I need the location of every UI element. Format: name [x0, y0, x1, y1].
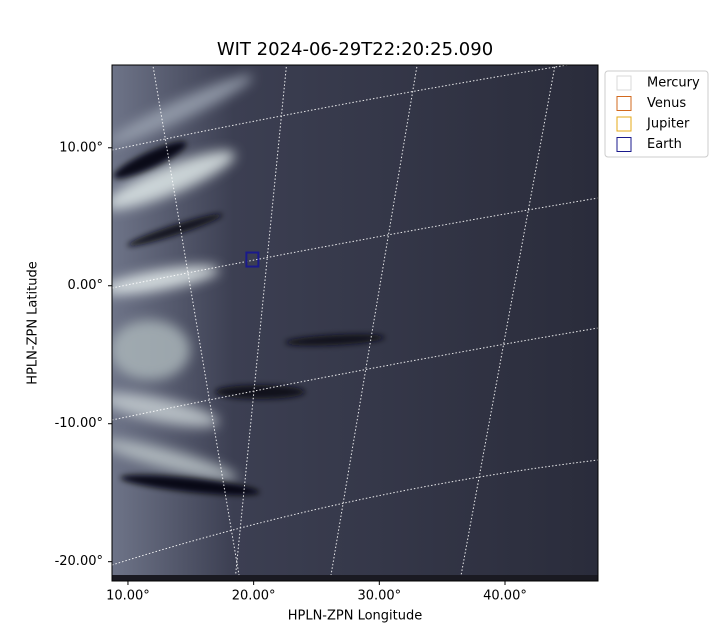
legend-swatch	[616, 137, 632, 152]
y-tick-label: -10.00°	[55, 416, 103, 431]
legend-swatch	[616, 96, 632, 111]
y-axis-label: HPLN-ZPN Latitude	[26, 261, 41, 384]
y-tick-label: -20.00°	[55, 554, 103, 569]
image	[112, 65, 598, 581]
legend-label: Earth	[647, 137, 682, 152]
legend-label: Mercury	[647, 76, 700, 91]
x-tick-label: 10.00°	[106, 589, 150, 604]
legend-label: Venus	[647, 96, 686, 111]
y-tick-label: 0.00°	[68, 278, 103, 293]
x-tick-label: 40.00°	[483, 589, 527, 604]
x-tick-label: 20.00°	[232, 589, 276, 604]
chart-title: WIT 2024-06-29T22:20:25.090	[217, 39, 493, 60]
plot-frame	[111, 64, 599, 582]
legend-swatch	[616, 75, 632, 91]
legend-label: Jupiter	[646, 117, 690, 132]
legend-swatch	[616, 116, 632, 132]
legend	[604, 70, 709, 158]
x-tick-label: 30.00°	[357, 589, 401, 604]
planet-marker	[245, 251, 260, 268]
y-tick-label: 10.00°	[59, 140, 103, 155]
x-axis-label: HPLN-ZPN Longitude	[288, 609, 423, 624]
